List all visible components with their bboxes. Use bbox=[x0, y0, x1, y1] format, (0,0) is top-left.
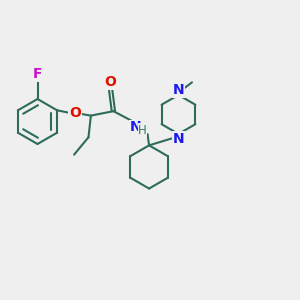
Text: N: N bbox=[173, 132, 184, 146]
Text: F: F bbox=[33, 67, 43, 81]
Text: O: O bbox=[104, 75, 116, 89]
Text: N: N bbox=[173, 83, 184, 97]
Text: N: N bbox=[130, 120, 142, 134]
Text: O: O bbox=[69, 106, 81, 120]
Text: H: H bbox=[138, 124, 147, 137]
